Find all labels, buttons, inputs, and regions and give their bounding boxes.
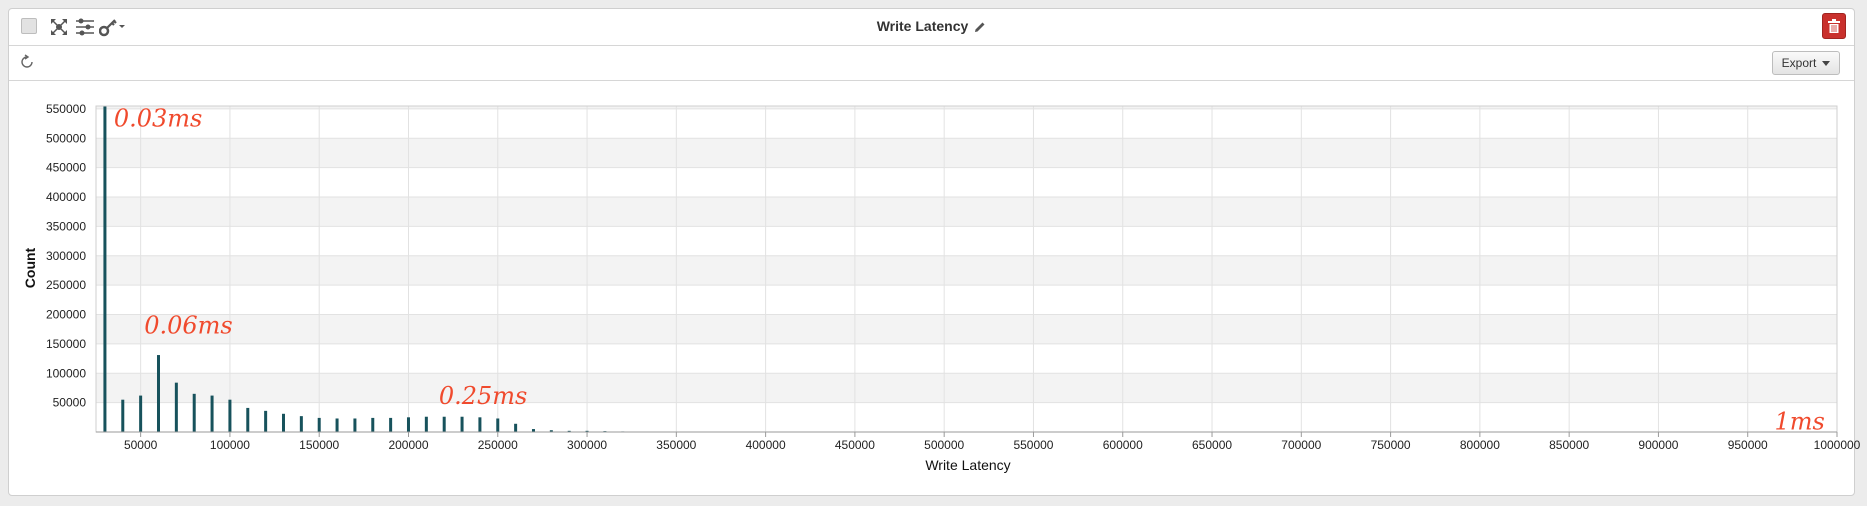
- histogram-bar: [299, 416, 303, 432]
- histogram-bar: [264, 410, 268, 432]
- x-tick-label: 1000000: [1814, 438, 1861, 452]
- histogram-bar: [103, 106, 107, 432]
- x-tick-label: 500000: [924, 438, 964, 452]
- trash-icon: [1828, 19, 1840, 33]
- x-tick-label: 200000: [388, 438, 428, 452]
- y-axis-title: Count: [22, 247, 38, 288]
- x-tick-label: 900000: [1638, 438, 1678, 452]
- latency-annotation: 0.25ms: [439, 382, 528, 410]
- histogram-bar: [139, 395, 143, 432]
- histogram-bar: [514, 423, 518, 432]
- export-label: Export: [1781, 56, 1817, 70]
- y-tick-label: 250000: [46, 278, 86, 292]
- histogram-bar: [371, 417, 375, 432]
- y-tick-label: 450000: [46, 161, 86, 175]
- x-tick-label: 450000: [835, 438, 875, 452]
- latency-annotation: 0.03ms: [114, 105, 203, 133]
- x-tick-label: 400000: [746, 438, 786, 452]
- checkbox-icon[interactable]: [21, 18, 37, 34]
- expand-icon[interactable]: [49, 17, 69, 42]
- delete-button[interactable]: [1822, 13, 1846, 39]
- y-tick-label: 300000: [46, 249, 86, 263]
- histogram-bar: [156, 355, 160, 432]
- histogram-bar: [442, 416, 446, 432]
- grid-band: [96, 373, 1837, 403]
- latency-annotation: 0.06ms: [144, 311, 233, 339]
- panel-subbar: Export: [9, 46, 1854, 81]
- grid-band: [96, 106, 1837, 109]
- y-tick-label: 550000: [46, 102, 86, 116]
- histogram-bar: [406, 417, 410, 432]
- histogram-bar: [174, 382, 178, 432]
- x-axis-title: Write Latency: [925, 457, 1010, 473]
- key-icon[interactable]: [98, 17, 127, 42]
- grid-band: [96, 138, 1837, 168]
- grid-band: [96, 314, 1837, 344]
- histogram-bar: [228, 399, 232, 432]
- histogram-bar: [281, 413, 285, 432]
- histogram-bar: [353, 418, 357, 432]
- y-tick-label: 100000: [46, 366, 86, 380]
- y-tick-label: 500000: [46, 131, 86, 145]
- histogram-bar: [317, 417, 321, 432]
- histogram-bar: [460, 416, 464, 432]
- pencil-icon[interactable]: [974, 20, 986, 36]
- grid-band: [96, 197, 1837, 227]
- x-tick-label: 100000: [210, 438, 250, 452]
- refresh-icon[interactable]: [19, 54, 35, 75]
- histogram-bar: [567, 430, 571, 432]
- latency-annotation: 1ms: [1775, 408, 1825, 436]
- y-tick-label: 150000: [46, 337, 86, 351]
- x-tick-label: 150000: [299, 438, 339, 452]
- histogram-bar: [531, 429, 535, 432]
- histogram-bar: [478, 417, 482, 432]
- histogram-bar: [424, 416, 428, 432]
- histogram-bar: [585, 430, 589, 432]
- chevron-down-icon: [1822, 60, 1831, 66]
- x-tick-label: 950000: [1728, 438, 1768, 452]
- y-tick-label: 200000: [46, 308, 86, 322]
- histogram-bar: [246, 407, 250, 432]
- export-button[interactable]: Export: [1772, 51, 1840, 75]
- panel-title: Write Latency: [9, 18, 1854, 36]
- y-tick-label: 50000: [53, 396, 87, 410]
- x-tick-label: 650000: [1192, 438, 1232, 452]
- sliders-icon[interactable]: [75, 17, 95, 42]
- x-tick-label: 600000: [1103, 438, 1143, 452]
- y-tick-label: 400000: [46, 190, 86, 204]
- grid-band: [96, 255, 1837, 286]
- x-tick-label: 850000: [1549, 438, 1589, 452]
- x-tick-label: 700000: [1281, 438, 1321, 452]
- histogram-bar: [389, 417, 393, 432]
- panel-title-text: Write Latency: [876, 18, 969, 34]
- histogram-bar: [192, 393, 196, 432]
- histogram-bar: [210, 395, 214, 432]
- histogram-bar: [549, 430, 553, 432]
- histogram-bar: [496, 418, 500, 432]
- x-tick-label: 250000: [478, 438, 518, 452]
- x-tick-label: 350000: [656, 438, 696, 452]
- x-tick-label: 800000: [1460, 438, 1500, 452]
- x-tick-label: 50000: [124, 438, 158, 452]
- x-tick-label: 750000: [1371, 438, 1411, 452]
- y-tick-label: 350000: [46, 219, 86, 233]
- panel-toolbar: Write Latency: [9, 9, 1854, 46]
- histogram-bar: [335, 418, 339, 432]
- histogram-bar: [121, 399, 125, 432]
- x-tick-label: 550000: [1013, 438, 1053, 452]
- x-tick-label: 300000: [567, 438, 607, 452]
